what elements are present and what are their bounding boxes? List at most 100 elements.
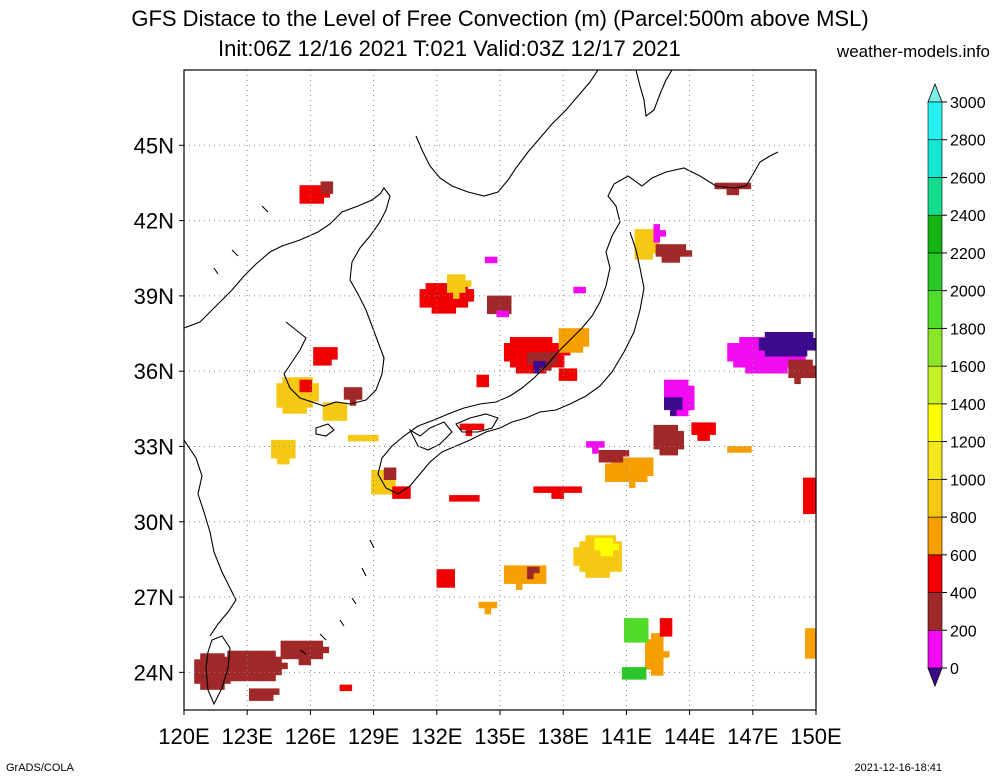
lfc-cell	[419, 295, 427, 302]
lfc-cell	[598, 441, 605, 448]
lfc-cell	[503, 343, 511, 350]
lfc-cell	[545, 364, 552, 371]
lfc-cell	[206, 665, 213, 672]
lfc-cell	[751, 367, 758, 374]
lfc-cell	[515, 349, 523, 356]
lfc-cell	[377, 470, 384, 477]
lfc-cell	[257, 674, 264, 682]
lfc-cell	[282, 377, 289, 384]
lfc-cell	[515, 361, 523, 368]
lfc-cell	[745, 361, 752, 368]
lfc-cell	[640, 247, 647, 254]
colorbar-low-arrow	[927, 667, 943, 688]
lfc-cell	[286, 646, 294, 654]
lfc-cell	[615, 553, 622, 560]
lfc-cell	[703, 434, 710, 441]
lfc-cell	[453, 286, 460, 293]
lfc-cell	[677, 430, 684, 438]
lfc-cell	[617, 463, 624, 470]
lfc-cell	[647, 463, 654, 470]
lfc-cell	[634, 235, 641, 242]
lfc-cell	[200, 665, 207, 672]
lfc-cell	[340, 414, 348, 421]
lfc-cell	[431, 283, 439, 290]
lfc-cell	[629, 469, 636, 476]
lfc-cell	[800, 338, 808, 345]
lfc-cell	[527, 358, 534, 365]
lfc-cell	[612, 543, 619, 551]
lfc-cell	[515, 583, 523, 590]
lfc-cell	[509, 355, 517, 362]
colorbar-swatch	[927, 252, 943, 291]
lfc-cell	[604, 456, 612, 463]
colorbar-swatch	[927, 479, 943, 518]
lfc-cell	[641, 457, 648, 464]
lfc-cell	[745, 349, 752, 356]
colorbar-label: 1200	[950, 435, 986, 452]
lfc-cell	[455, 495, 462, 502]
coastline-hainan-islands	[213, 205, 269, 275]
lfc-cell	[311, 185, 318, 192]
lfc-cell	[751, 337, 758, 344]
lfc-cell	[453, 292, 460, 299]
lfc-cell	[679, 250, 687, 257]
lfc-cell	[569, 486, 576, 493]
colorbar-label: 1400	[950, 397, 986, 414]
x-tick-label: 138E	[538, 724, 589, 749]
lfc-cell	[251, 656, 258, 664]
lfc-cell	[263, 650, 270, 658]
lfc-cell	[757, 367, 764, 374]
lfc-cell	[245, 668, 252, 676]
lfc-cell	[200, 683, 207, 690]
lfc-cell	[775, 355, 782, 362]
lfc-cell	[442, 575, 449, 582]
lfc-cell	[515, 355, 523, 362]
lfc-cell	[809, 477, 816, 485]
colorbar-swatch	[927, 290, 943, 329]
colorbar-swatch	[927, 139, 943, 178]
lfc-cell	[591, 565, 598, 572]
lfc-cell	[661, 244, 669, 251]
lfc-cell	[665, 442, 672, 450]
lfc-cell	[449, 495, 456, 502]
lfc-cell	[545, 358, 552, 365]
lfc-cell	[283, 457, 290, 465]
lfc-cell	[809, 483, 816, 491]
lfc-cell	[328, 414, 336, 421]
lfc-cell	[635, 469, 642, 476]
lfc-cell	[316, 640, 324, 648]
lfc-cell	[323, 191, 330, 198]
lfc-cell	[306, 401, 313, 408]
lfc-cell	[781, 355, 788, 362]
lfc-cell	[591, 547, 598, 554]
lfc-cell	[733, 361, 740, 368]
lfc-cell	[280, 652, 288, 660]
lfc-cell	[579, 553, 586, 560]
lfc-cell	[621, 673, 629, 680]
colorbar-label: 2000	[950, 284, 986, 301]
lfc-cell	[239, 650, 246, 658]
lfc-cell	[709, 422, 716, 429]
lfc-cell	[545, 352, 552, 359]
lfc-cell	[478, 601, 486, 609]
lfc-cell	[633, 673, 641, 680]
lfc-cell	[582, 340, 590, 347]
lfc-cell	[257, 656, 264, 664]
lfc-cell	[459, 423, 467, 431]
lfc-cell	[630, 618, 637, 625]
lfc-cell	[249, 688, 256, 695]
lfc-cell	[570, 368, 578, 375]
lfc-cell	[806, 365, 813, 373]
lfc-cell	[436, 575, 443, 582]
lfc-cell	[758, 344, 766, 351]
lfc-cell	[392, 486, 399, 493]
lfc-cell	[764, 332, 772, 339]
lfc-cell	[502, 310, 509, 318]
lfc-cell	[227, 674, 234, 682]
colorbar-label: 2200	[950, 246, 986, 263]
lfc-cell	[212, 677, 219, 684]
lfc-cell	[334, 402, 342, 409]
lfc-cell	[770, 338, 778, 345]
lfc-cell	[448, 581, 455, 588]
lfc-cell	[200, 671, 207, 678]
